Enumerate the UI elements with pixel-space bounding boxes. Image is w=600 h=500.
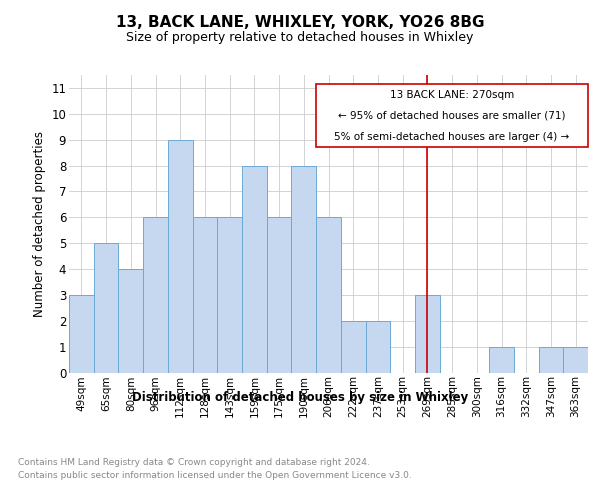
FancyBboxPatch shape bbox=[316, 84, 588, 148]
Bar bbox=[563, 346, 588, 372]
Bar bbox=[415, 295, 440, 372]
Y-axis label: Number of detached properties: Number of detached properties bbox=[32, 130, 46, 317]
Bar bbox=[217, 218, 242, 372]
Text: Distribution of detached houses by size in Whixley: Distribution of detached houses by size … bbox=[132, 391, 468, 404]
Bar bbox=[489, 346, 514, 372]
Text: Contains HM Land Registry data © Crown copyright and database right 2024.: Contains HM Land Registry data © Crown c… bbox=[18, 458, 370, 467]
Text: Contains public sector information licensed under the Open Government Licence v3: Contains public sector information licen… bbox=[18, 472, 412, 480]
Bar bbox=[118, 269, 143, 372]
Text: 5% of semi-detached houses are larger (4) →: 5% of semi-detached houses are larger (4… bbox=[334, 132, 569, 142]
Bar bbox=[316, 218, 341, 372]
Bar bbox=[242, 166, 267, 372]
Bar bbox=[69, 295, 94, 372]
Bar bbox=[292, 166, 316, 372]
Bar bbox=[539, 346, 563, 372]
Text: 13, BACK LANE, WHIXLEY, YORK, YO26 8BG: 13, BACK LANE, WHIXLEY, YORK, YO26 8BG bbox=[116, 15, 484, 30]
Bar bbox=[193, 218, 217, 372]
Bar bbox=[143, 218, 168, 372]
Bar bbox=[341, 321, 365, 372]
Bar bbox=[94, 243, 118, 372]
Text: Size of property relative to detached houses in Whixley: Size of property relative to detached ho… bbox=[127, 32, 473, 44]
Text: ← 95% of detached houses are smaller (71): ← 95% of detached houses are smaller (71… bbox=[338, 110, 566, 120]
Text: 13 BACK LANE: 270sqm: 13 BACK LANE: 270sqm bbox=[390, 90, 514, 100]
Bar bbox=[365, 321, 390, 372]
Bar bbox=[168, 140, 193, 372]
Bar bbox=[267, 218, 292, 372]
